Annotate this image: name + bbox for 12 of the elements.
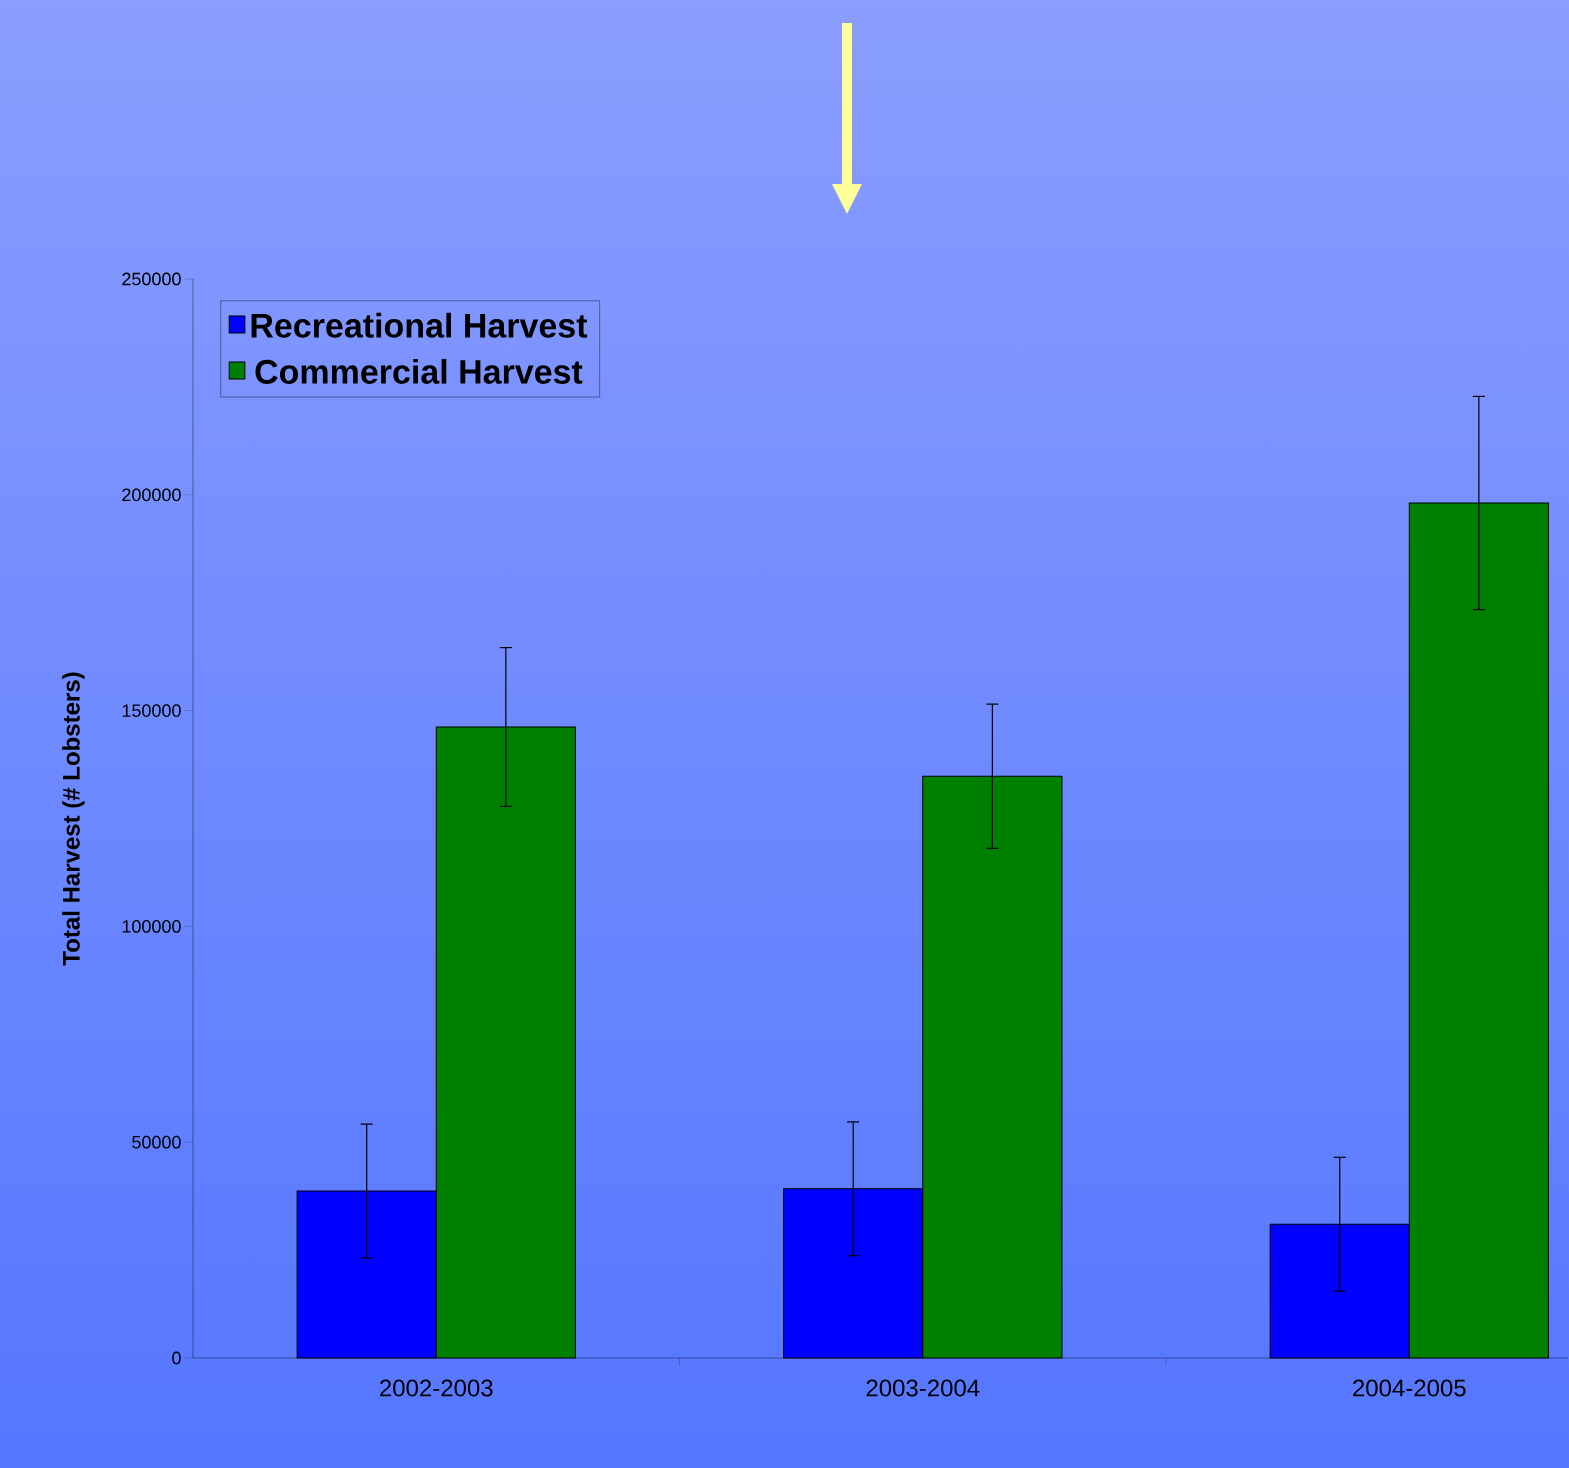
x-tick-label: 2002-2003 — [380, 1379, 493, 1397]
y-axis-title: Total Harvest (# Lobsters) — [62, 672, 85, 966]
legend-label: Recreational Harvest — [251, 312, 588, 338]
legend-label: Commercial Harvest — [255, 358, 583, 384]
y-tick-label: 0 — [172, 1351, 181, 1365]
y-tick-label: 100000 — [122, 920, 181, 933]
y-tick-label: 150000 — [122, 704, 181, 717]
y-tick-label: 250000 — [122, 272, 181, 286]
x-tick-label: 2003-2004 — [866, 1379, 980, 1397]
y-tick-label: 50000 — [132, 1135, 181, 1149]
y-tick-label: 200000 — [122, 488, 181, 502]
x-tick-label: 2004-2005 — [1353, 1379, 1466, 1397]
